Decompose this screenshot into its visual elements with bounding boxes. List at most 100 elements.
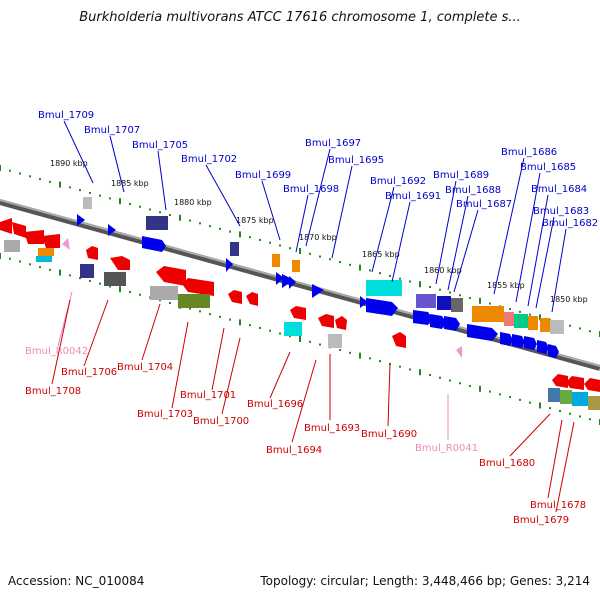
gene-label[interactable]: Bmul_1684 — [531, 184, 587, 195]
gene-feature[interactable] — [444, 316, 460, 331]
gene-label[interactable]: Bmul_1686 — [501, 147, 557, 158]
gene-feature[interactable] — [228, 290, 242, 304]
gene-feature[interactable] — [290, 306, 306, 320]
gene-label[interactable]: Bmul_1708 — [25, 386, 81, 397]
gene-label[interactable]: Bmul_1690 — [361, 429, 417, 440]
gene-label[interactable]: Bmul_1680 — [479, 458, 535, 469]
gene-label[interactable]: Bmul_1700 — [193, 416, 249, 427]
gene-label[interactable]: Bmul_1699 — [235, 170, 291, 181]
gene-label[interactable]: Bmul_1685 — [520, 162, 576, 173]
gene-label[interactable]: Bmul_1704 — [117, 362, 173, 373]
gene-feature[interactable] — [512, 334, 525, 348]
gene-feature[interactable] — [524, 336, 537, 350]
gene-label[interactable]: Bmul_1701 — [180, 390, 236, 401]
gene-feature[interactable] — [335, 316, 347, 330]
gene-feature[interactable] — [42, 234, 60, 248]
gene-label[interactable]: Bmul_1697 — [305, 138, 361, 149]
gene-feature[interactable] — [548, 344, 559, 358]
gene-label[interactable]: Bmul_1705 — [132, 140, 188, 151]
gene-feature[interactable] — [36, 256, 52, 262]
gene-feature[interactable] — [416, 294, 436, 308]
gene-label[interactable]: Bmul_1707 — [84, 125, 140, 136]
gene-feature[interactable] — [156, 266, 186, 286]
gene-feature[interactable] — [312, 284, 324, 298]
gene-feature[interactable] — [366, 280, 402, 296]
gene-feature[interactable] — [108, 224, 116, 236]
gene-feature[interactable] — [540, 318, 550, 332]
gene-feature[interactable] — [178, 294, 210, 308]
gene-feature[interactable] — [467, 324, 498, 341]
gene-label[interactable]: Bmul_1706 — [61, 367, 117, 378]
rna-feature[interactable] — [62, 238, 70, 250]
gene-feature[interactable] — [366, 298, 398, 316]
gene-label[interactable]: Bmul_1695 — [328, 155, 384, 166]
rna-feature[interactable] — [456, 346, 462, 358]
gene-feature[interactable] — [537, 340, 549, 354]
gene-feature[interactable] — [272, 254, 280, 267]
gene-feature[interactable] — [284, 322, 302, 336]
gene-label[interactable]: Bmul_1703 — [137, 409, 193, 420]
gene-feature[interactable] — [328, 334, 342, 348]
gene-feature[interactable] — [392, 332, 406, 348]
gene-feature[interactable] — [282, 274, 294, 288]
gene-feature[interactable] — [83, 197, 92, 209]
gene-feature[interactable] — [360, 296, 368, 308]
gene-label[interactable]: Bmul_1696 — [247, 399, 303, 410]
gene-feature[interactable] — [24, 230, 44, 244]
gene-feature[interactable] — [451, 298, 463, 312]
gene-feature[interactable] — [548, 388, 560, 402]
gene-feature[interactable] — [110, 256, 130, 270]
gene-feature[interactable] — [552, 374, 568, 388]
gene-feature[interactable] — [38, 248, 54, 256]
gene-feature[interactable] — [588, 396, 600, 410]
gene-feature[interactable] — [292, 260, 300, 272]
gene-feature[interactable] — [146, 216, 168, 230]
gene-feature[interactable] — [80, 264, 94, 278]
gene-feature[interactable] — [86, 246, 98, 260]
gene-feature[interactable] — [182, 278, 214, 296]
gene-label[interactable]: Bmul_1683 — [533, 206, 589, 217]
gene-feature[interactable] — [0, 218, 12, 234]
rna-label[interactable]: Bmul_R0041 — [415, 443, 478, 454]
gene-feature[interactable] — [437, 296, 451, 310]
rna-label[interactable]: Bmul_R0042 — [25, 346, 88, 357]
gene-feature[interactable] — [289, 276, 296, 289]
gene-label[interactable]: Bmul_1688 — [445, 185, 501, 196]
gene-feature[interactable] — [226, 258, 233, 272]
gene-feature[interactable] — [550, 320, 564, 334]
gene-feature[interactable] — [276, 272, 284, 285]
gene-feature[interactable] — [560, 390, 572, 404]
gene-label[interactable]: Bmul_1682 — [542, 218, 598, 229]
gene-feature[interactable] — [4, 240, 20, 252]
gene-label[interactable]: Bmul_1687 — [456, 199, 512, 210]
gene-label[interactable]: Bmul_1679 — [513, 515, 569, 526]
gene-feature[interactable] — [566, 376, 584, 390]
gene-feature[interactable] — [318, 314, 334, 328]
gene-feature[interactable] — [246, 292, 258, 306]
gene-feature[interactable] — [500, 332, 513, 346]
gene-label[interactable]: Bmul_1698 — [283, 184, 339, 195]
gene-feature[interactable] — [413, 310, 432, 325]
gene-feature[interactable] — [77, 214, 85, 226]
gene-feature[interactable] — [584, 378, 600, 392]
gene-label[interactable]: Bmul_1689 — [433, 170, 489, 181]
gene-feature[interactable] — [472, 306, 504, 322]
gene-feature[interactable] — [142, 236, 166, 252]
gene-label[interactable]: Bmul_1694 — [266, 445, 322, 456]
gene-feature[interactable] — [150, 286, 178, 300]
gene-feature[interactable] — [504, 312, 514, 326]
gene-feature[interactable] — [12, 222, 26, 238]
gene-label[interactable]: Bmul_1692 — [370, 176, 426, 187]
gene-label[interactable]: Bmul_1678 — [530, 500, 586, 511]
gene-feature[interactable] — [572, 392, 588, 406]
gene-label[interactable]: Bmul_1691 — [385, 191, 441, 202]
gene-label[interactable]: Bmul_1702 — [181, 154, 237, 165]
gene-feature[interactable] — [528, 316, 538, 330]
gene-label[interactable]: Bmul_1709 — [38, 110, 94, 121]
gene-feature[interactable] — [104, 272, 126, 286]
gene-feature[interactable] — [230, 242, 239, 256]
gene-feature[interactable] — [514, 314, 528, 328]
gene-label[interactable]: Bmul_1693 — [304, 423, 360, 434]
gene-feature[interactable] — [430, 314, 446, 329]
